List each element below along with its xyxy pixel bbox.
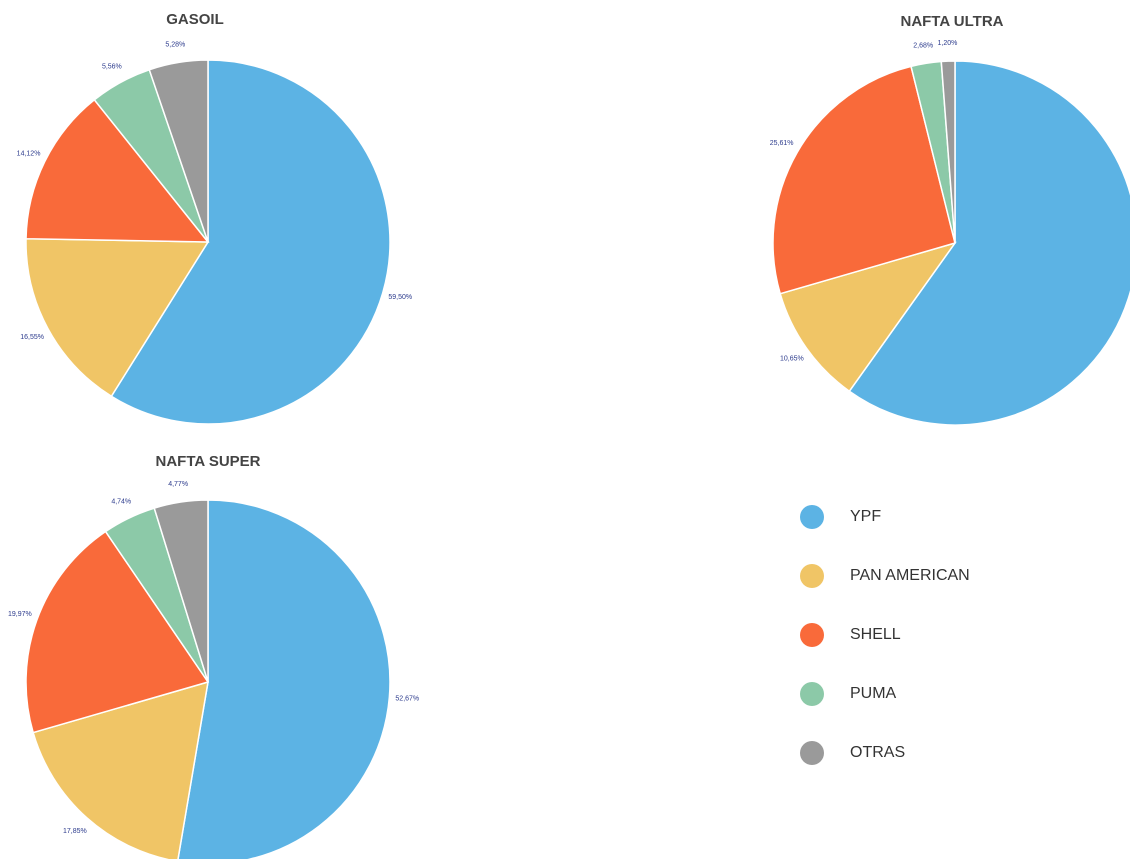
slice-label: 16,55% xyxy=(20,334,44,341)
pie-slice xyxy=(772,65,956,295)
chart-title: NAFTA SUPER xyxy=(156,453,261,470)
pie-slice xyxy=(32,680,209,859)
legend-swatch xyxy=(800,682,824,706)
pie-slice xyxy=(25,237,210,398)
slice-label: 19,97% xyxy=(8,611,32,618)
slice-label: 52,67% xyxy=(395,696,419,703)
slice-label: 5,56% xyxy=(102,63,122,70)
pie-slice xyxy=(25,530,210,734)
legend-swatch xyxy=(800,505,824,529)
slice-label: 59,50% xyxy=(388,294,412,301)
slice-label: 5,28% xyxy=(165,42,185,49)
legend-swatch xyxy=(800,623,824,647)
chart-title: GASOIL xyxy=(166,11,224,28)
pie-slice xyxy=(177,499,391,859)
slice-label: 2,68% xyxy=(913,42,933,49)
pie-slice xyxy=(148,59,209,243)
legend-swatch xyxy=(800,564,824,588)
chart-title: NAFTA ULTRA xyxy=(900,13,1003,30)
pie-chart: GASOIL 59,50% 16,55% 14,12% 5,56% 5,28% xyxy=(17,11,412,425)
pie-slice xyxy=(153,499,209,683)
legend-label: PAN AMERICAN xyxy=(850,567,970,584)
legend-label: OTRAS xyxy=(850,744,905,761)
slice-label: 17,85% xyxy=(63,828,87,835)
legend-label: PUMA xyxy=(850,685,897,702)
pie-slice xyxy=(779,241,957,393)
pie-slice xyxy=(25,98,210,243)
pie-slice xyxy=(940,60,956,244)
slice-label: 10,65% xyxy=(780,356,804,363)
legend-swatch xyxy=(800,741,824,765)
slice-label: 1,20% xyxy=(938,40,958,47)
pie-slice xyxy=(110,59,391,425)
slice-label: 14,12% xyxy=(17,151,41,158)
pie-chart: NAFTA ULTRA59,85 %10,65%25,61%2,68%1,20% xyxy=(770,13,1130,426)
legend-label: YPF xyxy=(850,508,881,525)
slice-label: 4,74% xyxy=(111,499,131,506)
legend: YPF PAN AMERICAN SHELL PUMA OTRAS xyxy=(800,505,970,765)
pie-slice xyxy=(848,60,1130,426)
pie-chart: NAFTA SUPER 52,67% 17,85% 19,97% 4,74% 4,77% xyxy=(8,453,419,859)
legend-label: SHELL xyxy=(850,626,901,643)
slice-label: 25,61% xyxy=(770,140,794,147)
slice-label: 4,77% xyxy=(168,481,188,488)
